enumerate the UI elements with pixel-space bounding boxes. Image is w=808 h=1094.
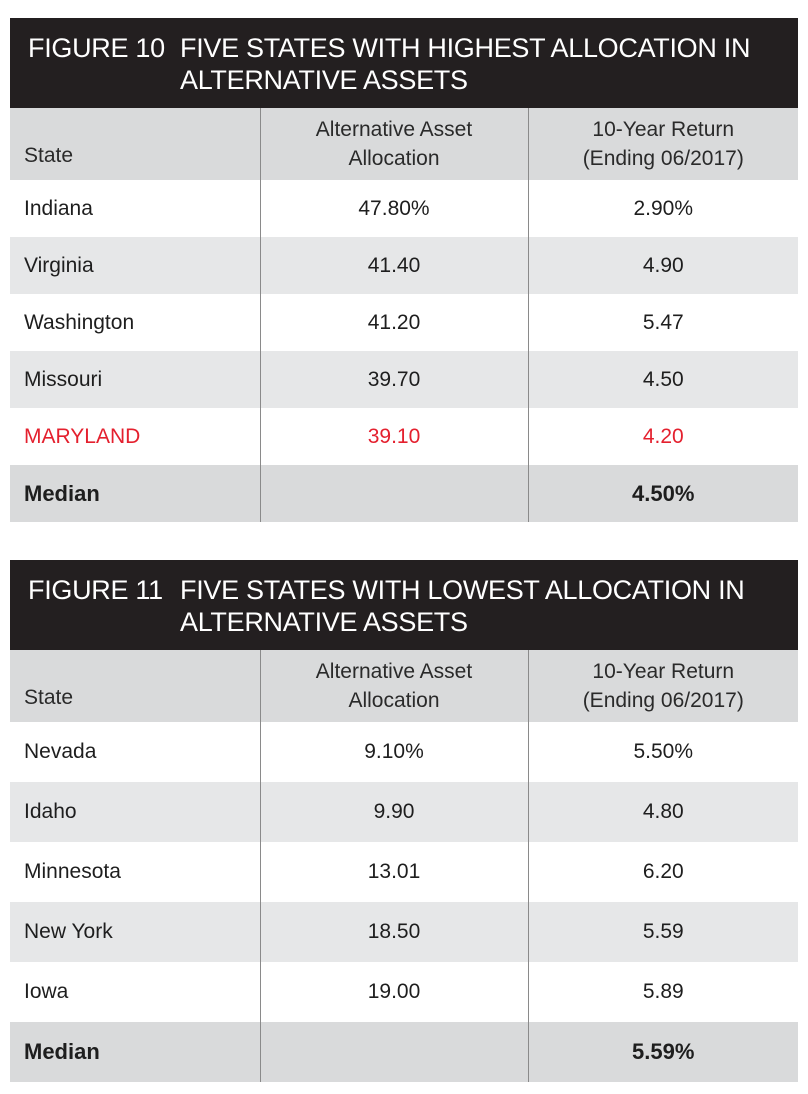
- column-header-allocation: Alternative Asset Allocation: [259, 108, 528, 180]
- cell-allocation: 47.80%: [259, 180, 528, 237]
- median-row: Median 5.59%: [10, 1022, 798, 1082]
- table-header-row: State Alternative Asset Allocation 10-Ye…: [10, 650, 798, 722]
- cell-allocation: 41.20: [259, 294, 528, 351]
- column-header-return-label: 10-Year Return (Ending 06/2017): [582, 660, 744, 712]
- cell-return: 5.47: [527, 294, 798, 351]
- column-header-return: 10-Year Return (Ending 06/2017): [527, 650, 798, 722]
- cell-return: 5.59: [527, 902, 798, 962]
- cell-allocation: 9.90: [259, 782, 528, 842]
- cell-state: Iowa: [24, 980, 69, 1003]
- table-row: Iowa 19.00 5.89: [10, 962, 798, 1022]
- cell-return: 4.50: [527, 351, 798, 408]
- cell-state: New York: [24, 920, 113, 943]
- column-header-return-label: 10-Year Return (Ending 06/2017): [582, 118, 744, 170]
- figure-title: FIVE STATES WITH LOWEST ALLOCATION IN AL…: [180, 575, 745, 637]
- cell-state: Missouri: [24, 367, 103, 391]
- cell-state: Minnesota: [24, 860, 121, 883]
- table-row: Nevada 9.10% 5.50%: [10, 722, 798, 782]
- figure-10: FIGURE 10 FIVE STATES WITH HIGHEST ALLOC…: [10, 18, 798, 522]
- cell-state: Idaho: [24, 800, 77, 823]
- column-header-allocation-label: Alternative Asset Allocation: [315, 118, 473, 170]
- cell-return: 4.90: [527, 237, 798, 294]
- cell-allocation: 9.10%: [259, 722, 528, 782]
- table-row: Missouri 39.70 4.50: [10, 351, 798, 408]
- median-allocation: [259, 465, 528, 522]
- column-header-allocation: Alternative Asset Allocation: [259, 650, 528, 722]
- cell-return: 4.20: [527, 408, 798, 465]
- table-row: Washington 41.20 5.47: [10, 294, 798, 351]
- data-table: State Alternative Asset Allocation 10-Ye…: [10, 108, 798, 522]
- median-row: Median 4.50%: [10, 465, 798, 522]
- table-row: Minnesota 13.01 6.20: [10, 842, 798, 902]
- cell-return: 5.89: [527, 962, 798, 1022]
- data-table: State Alternative Asset Allocation 10-Ye…: [10, 650, 798, 1082]
- cell-allocation: 19.00: [259, 962, 528, 1022]
- figure-number: FIGURE 11: [28, 575, 163, 605]
- column-header-state: State: [24, 144, 74, 167]
- table-header-row: State Alternative Asset Allocation 10-Ye…: [10, 108, 798, 180]
- cell-return: 5.50%: [527, 722, 798, 782]
- figure-header: FIGURE 11 FIVE STATES WITH LOWEST ALLOCA…: [10, 560, 798, 650]
- figure-11: FIGURE 11 FIVE STATES WITH LOWEST ALLOCA…: [10, 560, 798, 1082]
- column-header-return: 10-Year Return (Ending 06/2017): [527, 108, 798, 180]
- cell-state: Virginia: [24, 253, 94, 277]
- column-header-state: State: [24, 686, 74, 709]
- median-return: 5.59%: [527, 1022, 798, 1082]
- table-row: New York 18.50 5.59: [10, 902, 798, 962]
- cell-allocation: 39.10: [259, 408, 528, 465]
- table-row: Indiana 47.80% 2.90%: [10, 180, 798, 237]
- cell-return: 4.80: [527, 782, 798, 842]
- cell-return: 6.20: [527, 842, 798, 902]
- cell-state: Washington: [24, 310, 135, 334]
- column-header-allocation-label: Alternative Asset Allocation: [315, 660, 473, 712]
- cell-state: MARYLAND: [24, 424, 141, 448]
- table-row: Idaho 9.90 4.80: [10, 782, 798, 842]
- cell-state: Nevada: [24, 740, 97, 763]
- cell-allocation: 18.50: [259, 902, 528, 962]
- cell-allocation: 39.70: [259, 351, 528, 408]
- cell-allocation: 13.01: [259, 842, 528, 902]
- cell-return: 2.90%: [527, 180, 798, 237]
- cell-allocation: 41.40: [259, 237, 528, 294]
- median-allocation: [259, 1022, 528, 1082]
- figure-header: FIGURE 10 FIVE STATES WITH HIGHEST ALLOC…: [10, 18, 798, 108]
- median-return: 4.50%: [527, 465, 798, 522]
- table-row: Virginia 41.40 4.90: [10, 237, 798, 294]
- median-label: Median: [10, 465, 260, 522]
- figure-title: FIVE STATES WITH HIGHEST ALLOCATION IN A…: [180, 33, 751, 95]
- table-row-highlighted: MARYLAND 39.10 4.20: [10, 408, 798, 465]
- figure-number: FIGURE 10: [28, 33, 165, 63]
- median-label: Median: [10, 1022, 260, 1082]
- cell-state: Indiana: [24, 196, 93, 220]
